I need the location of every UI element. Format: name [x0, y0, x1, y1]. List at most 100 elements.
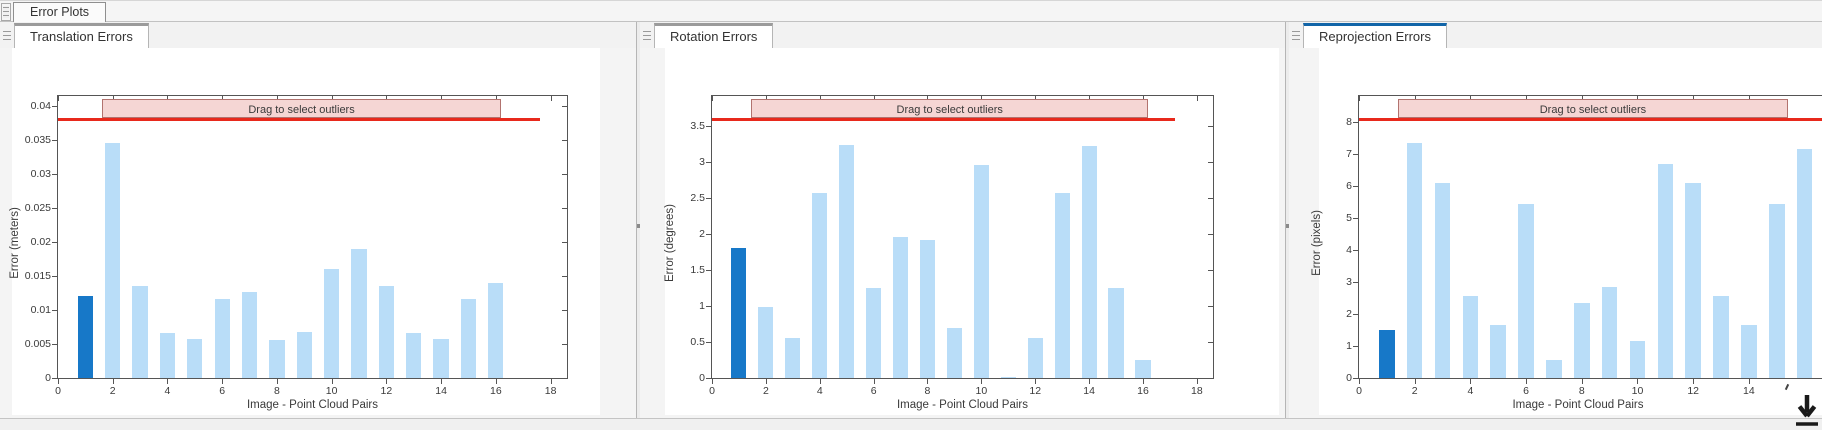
x-tick-mark	[1637, 379, 1639, 384]
splitter-grip-dot	[637, 224, 640, 228]
panel-splitter[interactable]	[1285, 22, 1289, 419]
x-tick-mark	[1142, 379, 1144, 384]
x-tick-label: 4	[816, 385, 823, 397]
y-tick-mark	[1353, 185, 1358, 187]
y-tick-label: 0.005	[24, 337, 51, 350]
x-tick-mark	[1637, 96, 1639, 101]
y-tick-label: 2	[1346, 307, 1352, 320]
figure-tab-grip[interactable]	[642, 27, 652, 45]
x-tick-mark	[1089, 379, 1091, 384]
x-tick-mark	[981, 379, 983, 384]
x-tick-mark	[1089, 96, 1091, 101]
bar-pair-14	[433, 338, 449, 378]
outlier-band-label: Drag to select outliers	[896, 104, 1003, 116]
tab-reprojection-errors[interactable]: Reprojection Errors	[1303, 23, 1447, 48]
document-tab-grip[interactable]	[1, 3, 11, 21]
x-tick-mark	[1748, 379, 1750, 384]
y-tick-mark	[562, 378, 567, 379]
y-tick-label: 0.5	[690, 335, 705, 348]
panel-reprojection-errors: Reprojection Errors 0 1 2 3 4 5 6 7 8 0 2 4 6 8 10 12 14…	[1289, 22, 1822, 419]
y-tick-label: 7	[1346, 147, 1352, 160]
bar-pair-7	[893, 237, 909, 378]
x-tick-label: 4	[164, 385, 171, 397]
y-tick-mark	[562, 275, 567, 277]
x-tick-mark	[1693, 379, 1695, 384]
y-tick-mark	[1353, 217, 1358, 219]
figure-tab-grip[interactable]	[1291, 27, 1301, 45]
x-tick-label: 14	[1083, 385, 1095, 397]
x-tick-label: 4	[1467, 385, 1474, 397]
y-axis-label: Error (pixels)	[1311, 210, 1323, 276]
bar-pair-15	[460, 299, 477, 378]
bar-pair-5	[187, 338, 203, 378]
x-tick-mark	[550, 96, 552, 101]
tab-error-plots[interactable]: Error Plots	[13, 2, 107, 22]
x-tick-label: 16	[1137, 385, 1149, 397]
outlier-threshold-line[interactable]	[712, 118, 1176, 122]
x-tick-mark	[58, 96, 59, 101]
y-tick-mark	[706, 197, 711, 199]
y-tick-label: 2	[699, 227, 705, 240]
x-tick-label: 12	[1687, 385, 1700, 397]
y-tick-label: 0	[1346, 372, 1352, 384]
bar-pair-13	[406, 333, 422, 378]
outlier-drag-band[interactable]: Drag to select outliers	[1397, 99, 1788, 118]
bar-pair-1	[1379, 330, 1395, 378]
y-tick-mark	[562, 173, 567, 175]
y-tick-mark	[706, 269, 711, 271]
x-tick-mark	[1581, 379, 1583, 384]
bar-pair-14	[1741, 325, 1757, 378]
outlier-drag-band[interactable]: Drag to select outliers	[101, 99, 502, 118]
bar-pair-5	[839, 145, 855, 378]
x-tick-mark	[1035, 379, 1037, 384]
y-tick-mark	[1353, 153, 1358, 155]
figure-tab-grip[interactable]	[2, 27, 12, 45]
bar-pair-15	[1768, 203, 1785, 378]
x-tick-label: 0	[1356, 385, 1362, 397]
panel-splitter[interactable]	[636, 22, 640, 419]
tab-translation-errors[interactable]: Translation Errors	[14, 23, 149, 48]
x-tick-label: 12	[1029, 385, 1042, 397]
x-tick-mark	[331, 379, 333, 384]
y-tick-label: 8	[1346, 115, 1352, 128]
outlier-drag-band[interactable]: Drag to select outliers	[751, 99, 1149, 118]
bar-pair-12	[1685, 182, 1701, 378]
x-tick-mark	[112, 96, 114, 101]
tab-rotation-errors[interactable]: Rotation Errors	[654, 23, 774, 48]
y-tick-mark	[1353, 378, 1358, 379]
y-tick-mark	[706, 125, 711, 127]
x-tick-mark	[1196, 96, 1198, 101]
outlier-band-label: Drag to select outliers	[1539, 104, 1647, 116]
x-tick-mark	[873, 379, 875, 384]
y-tick-mark	[562, 241, 567, 243]
x-tick-label: 2	[1411, 385, 1418, 397]
y-tick-mark	[562, 105, 567, 107]
figure-area: 0 0.5 1 1.5 2 2.5 3 3.5 0 2 4 6 8 10 12 14 16 18 Drag to s…	[640, 48, 1285, 419]
x-tick-mark	[222, 379, 224, 384]
x-tick-mark	[1526, 96, 1528, 101]
x-tick-mark	[1414, 96, 1416, 101]
y-tick-mark	[1208, 161, 1213, 163]
x-tick-mark	[1748, 96, 1750, 101]
y-tick-label: 4	[1346, 243, 1352, 256]
outlier-threshold-line[interactable]	[58, 118, 540, 122]
x-tick-mark	[927, 379, 929, 384]
x-tick-mark	[386, 96, 388, 101]
y-tick-mark	[706, 161, 711, 163]
y-tick-mark	[1353, 345, 1358, 347]
x-tick-mark	[331, 96, 333, 101]
bar-pair-11	[351, 249, 367, 378]
y-tick-mark	[52, 139, 57, 141]
y-tick-label: 0.025	[24, 201, 51, 214]
x-tick-mark	[873, 96, 875, 101]
bar-pair-10	[323, 269, 340, 378]
y-axis-label: Error (degrees)	[664, 204, 676, 282]
x-tick-label: 8	[1578, 385, 1585, 397]
x-tick-mark	[765, 379, 767, 384]
bar-pair-10	[1629, 341, 1646, 378]
outlier-threshold-line[interactable]	[1359, 118, 1822, 122]
x-tick-mark	[1142, 96, 1144, 101]
x-tick-mark	[1470, 379, 1472, 384]
y-tick-mark	[706, 378, 711, 379]
